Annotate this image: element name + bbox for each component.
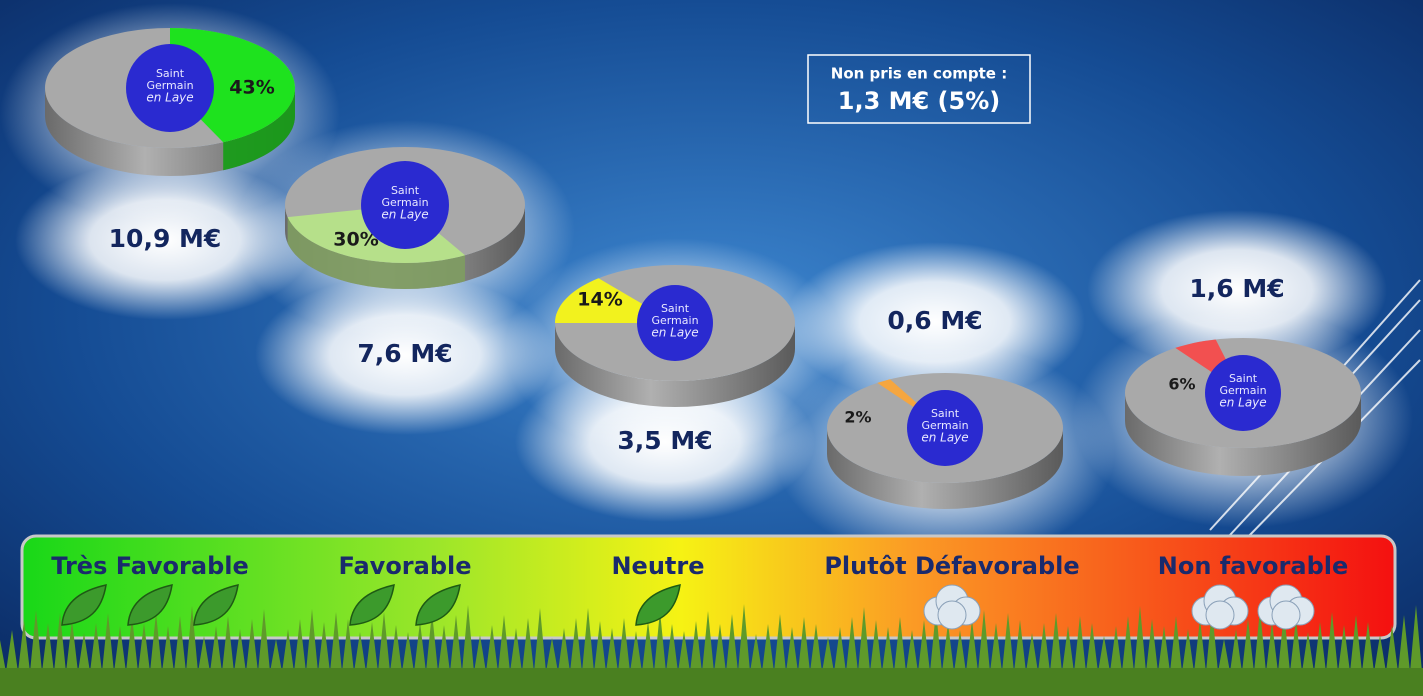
- slice-label: 14%: [577, 289, 622, 311]
- logo: [637, 285, 713, 361]
- logo-text: Germain: [1219, 384, 1266, 397]
- leaf-icon: [61, 584, 107, 626]
- grass: [0, 604, 1423, 696]
- pie-side: [555, 323, 795, 407]
- logo: [361, 161, 449, 249]
- leaf-icon: [635, 584, 681, 626]
- amount: 10,9 M€: [109, 224, 222, 253]
- amount: 1,6 M€: [1189, 274, 1284, 303]
- leaf-icon: [349, 584, 395, 626]
- pie-slice-side: [223, 88, 295, 171]
- logo: [1205, 355, 1281, 431]
- cloud-icon: [937, 600, 967, 630]
- logo-text: Saint: [931, 407, 960, 420]
- leaf-icon: [193, 584, 239, 626]
- grass-base: [0, 668, 1423, 696]
- slice-label: 30%: [333, 229, 378, 251]
- logo-text: en Laye: [1219, 396, 1266, 410]
- logo-text: Germain: [146, 79, 193, 92]
- category-label: Très Favorable: [51, 552, 249, 580]
- note-value: 1,3 M€ (5%): [838, 87, 1001, 115]
- leaf-icon: [415, 584, 461, 626]
- note-box: [807, 54, 1031, 124]
- cloud-icon: [1205, 600, 1235, 630]
- note-title: Non pris en compte :: [831, 65, 1007, 83]
- logo-text: Germain: [381, 196, 428, 209]
- category-label: Favorable: [338, 552, 471, 580]
- amount: 3,5 M€: [617, 426, 712, 455]
- logo-text: Germain: [651, 314, 698, 327]
- logo-text: en Laye: [146, 91, 193, 105]
- logo-text: Saint: [391, 184, 420, 197]
- amount: 0,6 M€: [887, 306, 982, 335]
- logo-text: en Laye: [921, 431, 968, 445]
- logo-text: Saint: [1229, 372, 1258, 385]
- cloud-icon: [1271, 600, 1301, 630]
- pie-side: [1125, 393, 1361, 476]
- logo-text: Saint: [156, 67, 185, 80]
- pie-side: [827, 428, 1063, 509]
- slice-label: 43%: [229, 77, 274, 99]
- category-label: Non favorable: [1158, 552, 1349, 580]
- amount: 7,6 M€: [357, 339, 452, 368]
- slice-label: 6%: [1168, 375, 1195, 394]
- logo: [907, 390, 983, 466]
- category-label: Plutôt Défavorable: [824, 552, 1079, 580]
- logo-text: en Laye: [651, 326, 698, 340]
- logo-text: Saint: [661, 302, 690, 315]
- leaf-icon: [127, 584, 173, 626]
- logo-text: Germain: [921, 419, 968, 432]
- logo-text: en Laye: [381, 208, 428, 222]
- slice-label: 2%: [844, 408, 871, 427]
- category-label: Neutre: [611, 552, 704, 580]
- logo: [126, 44, 214, 132]
- pie-slice-side: [287, 217, 465, 289]
